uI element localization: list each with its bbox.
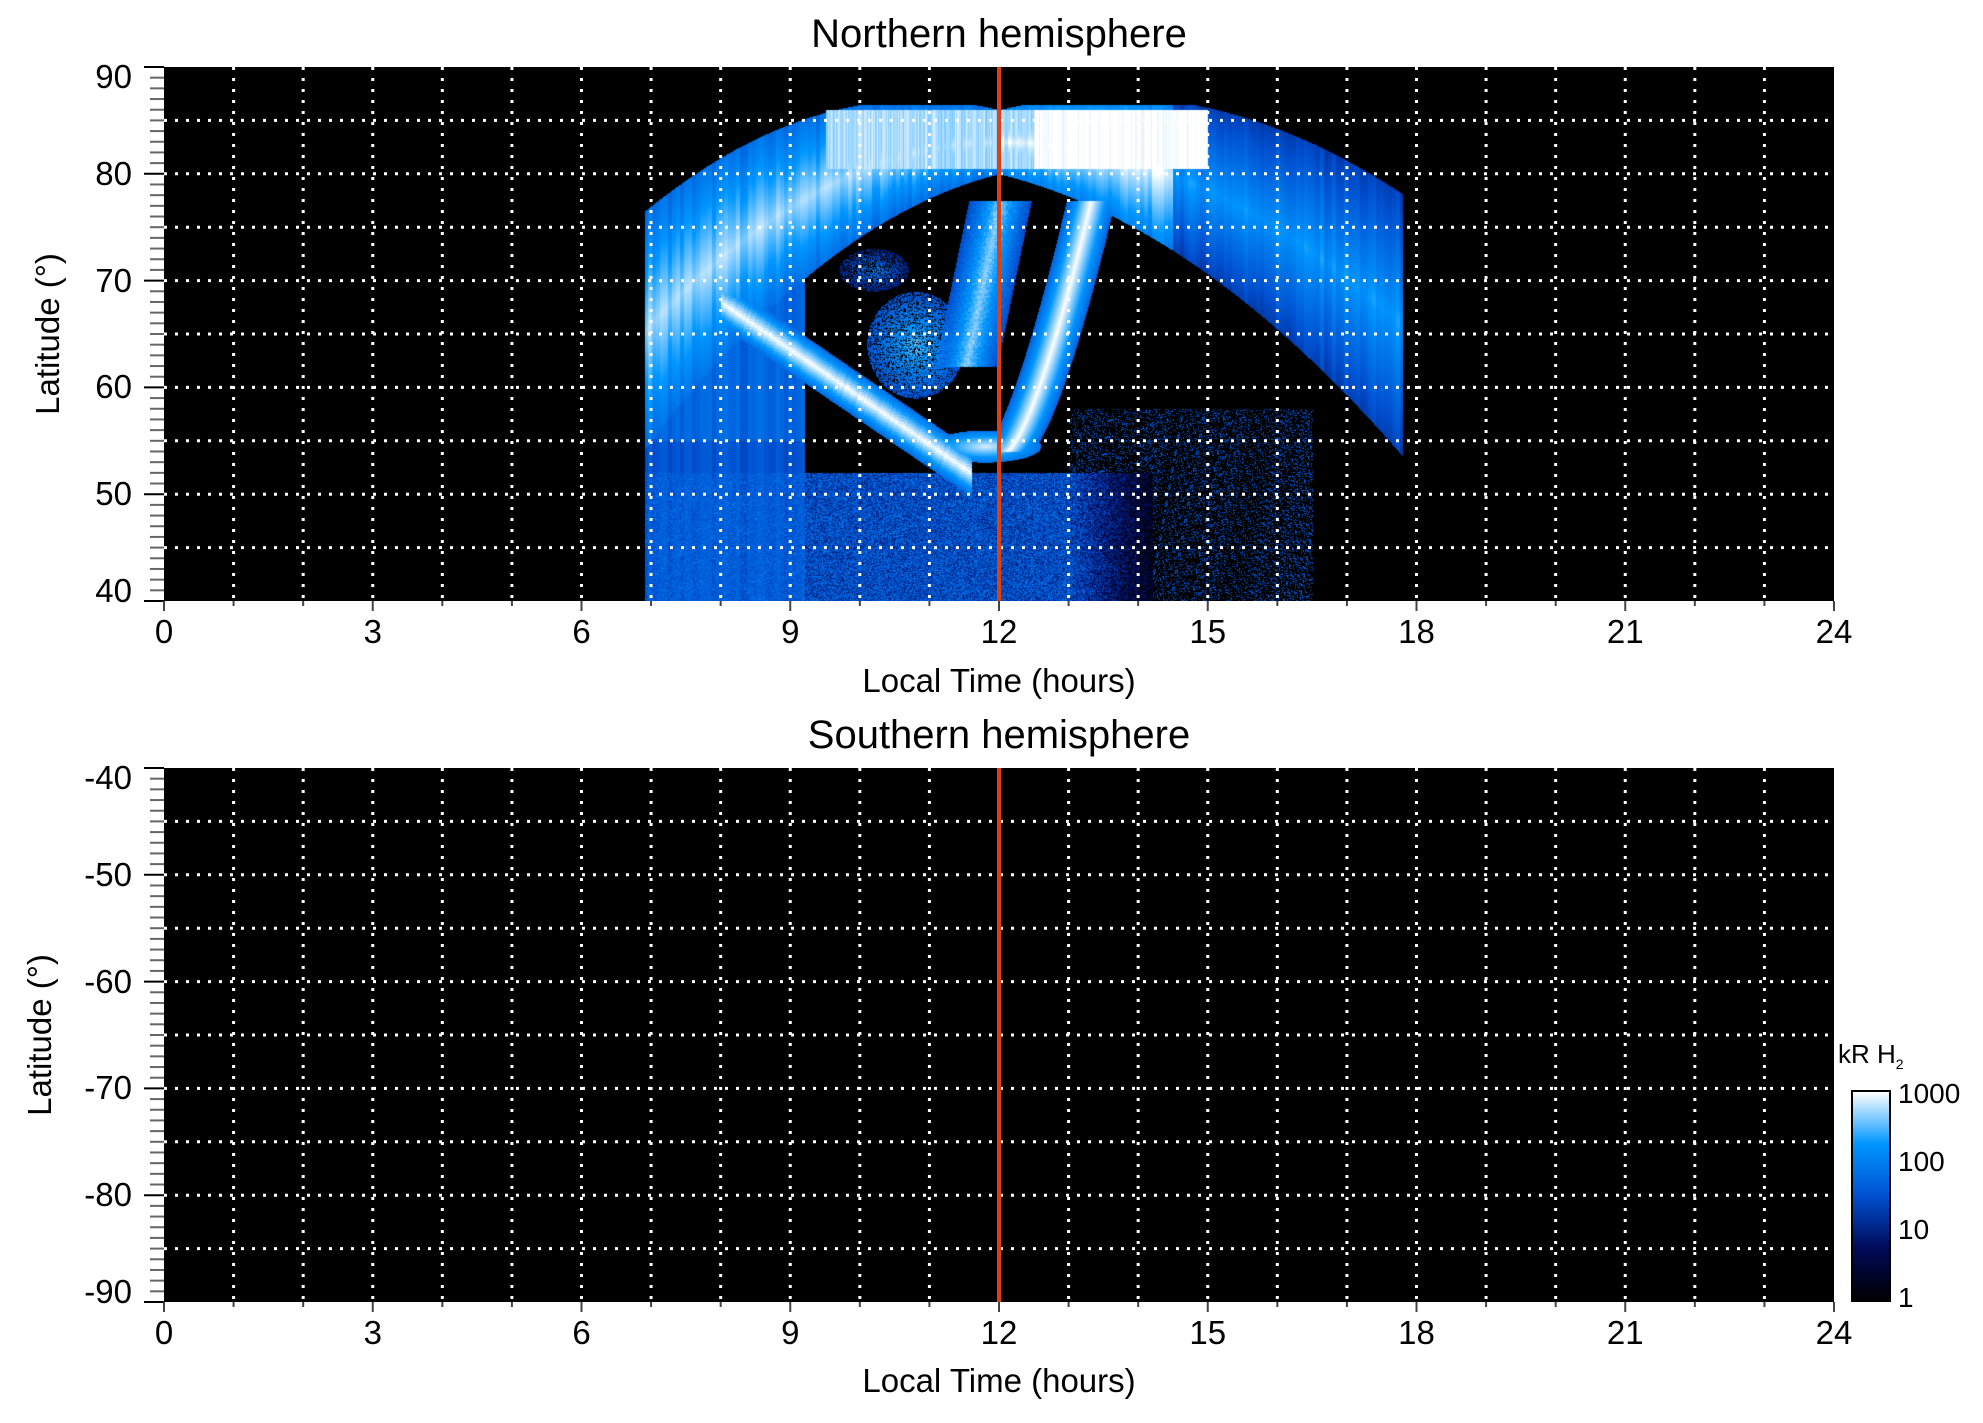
x-tick-label: 15 xyxy=(1189,1314,1227,1351)
x-tick-label: 6 xyxy=(572,613,591,650)
x-tick-label: 15 xyxy=(1189,613,1227,650)
y-tick-label: -60 xyxy=(84,962,132,1000)
x-tick-label: 12 xyxy=(980,613,1018,650)
x-tick-label: 24 xyxy=(1815,613,1853,650)
y-tick-label: 90 xyxy=(95,58,132,95)
colorbar-tick-label: 1000 xyxy=(1898,1078,1961,1109)
x-tick-label: 18 xyxy=(1398,1314,1435,1351)
colorbar xyxy=(1851,1090,1891,1302)
south-title: Southern hemisphere xyxy=(807,713,1191,757)
y-tick-label: 80 xyxy=(95,154,132,192)
y-tick-label: 70 xyxy=(95,261,132,299)
y-tick-label: 40 xyxy=(95,572,132,609)
colorbar-unit-subscript: 2 xyxy=(1895,1056,1904,1073)
north-grid xyxy=(144,66,1835,611)
north-heatmap xyxy=(144,66,1835,611)
north-xlabel: Local Time (hours) xyxy=(862,662,1136,699)
x-tick-label: 0 xyxy=(154,1314,174,1351)
colorbar-tick-label: 100 xyxy=(1898,1146,1945,1177)
y-tick-label: 50 xyxy=(95,475,132,513)
south-heatmap xyxy=(144,767,1835,1312)
north-title: Northern hemisphere xyxy=(811,12,1187,56)
y-tick-label: -40 xyxy=(84,759,132,796)
x-tick-label: 21 xyxy=(1606,1314,1644,1351)
x-tick-label: 9 xyxy=(781,613,800,650)
x-tick-label: 9 xyxy=(781,1314,800,1351)
x-tick-label: 18 xyxy=(1398,613,1435,650)
x-tick-label: 0 xyxy=(154,613,174,650)
x-tick-label: 6 xyxy=(572,1314,591,1351)
x-tick-label: 12 xyxy=(980,1314,1018,1351)
south-xlabel: Local Time (hours) xyxy=(862,1362,1136,1399)
colorbar-unit: kR H2 xyxy=(1838,1039,1904,1071)
x-tick-label: 3 xyxy=(363,1314,382,1351)
x-tick-label: 3 xyxy=(363,613,382,650)
south-ylabel: Latitude (°) xyxy=(21,954,58,1116)
colorbar-unit-text: kR H xyxy=(1838,1039,1896,1069)
colorbar-tick-label: 10 xyxy=(1898,1214,1930,1245)
y-tick-label: -80 xyxy=(84,1176,132,1214)
south-grid xyxy=(144,767,1835,1312)
x-tick-label: 24 xyxy=(1815,1314,1853,1351)
y-tick-label: -70 xyxy=(84,1069,132,1107)
x-tick-label: 21 xyxy=(1606,613,1644,650)
colorbar-tick-label: 1 xyxy=(1898,1282,1914,1313)
y-tick-label: 60 xyxy=(95,368,132,406)
y-tick-label: -90 xyxy=(84,1273,132,1310)
y-tick-label: -50 xyxy=(84,855,132,893)
